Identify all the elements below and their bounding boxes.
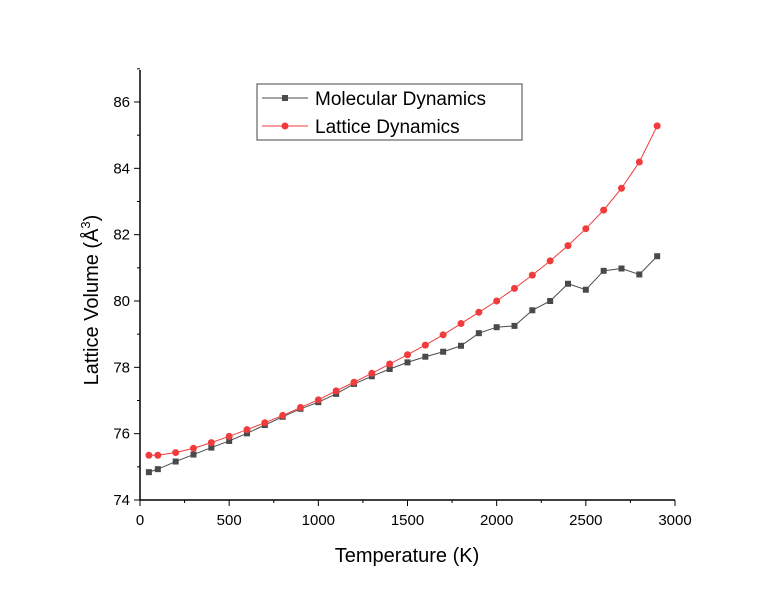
data-point [243, 426, 251, 434]
data-point [546, 257, 554, 265]
data-point [528, 271, 536, 279]
series-lattice-dynamics [145, 122, 661, 459]
legend-marker-md [282, 95, 288, 101]
x-tick-label: 1000 [302, 512, 335, 529]
x-axis-label: Temperature (K) [335, 545, 480, 567]
legend: Molecular Dynamics Lattice Dynamics [256, 83, 523, 141]
data-point [475, 330, 482, 337]
data-point [440, 348, 447, 355]
data-point [547, 298, 554, 304]
data-point [635, 158, 643, 166]
series-group [145, 122, 661, 476]
data-point [208, 444, 215, 451]
data-point [439, 331, 447, 339]
x-tick-label: 0 [136, 512, 144, 529]
y-tick-label: 78 [113, 359, 130, 376]
data-point [421, 341, 429, 349]
legend-label-ld: Lattice Dynamics [315, 117, 460, 138]
data-point [564, 242, 572, 250]
data-point [457, 320, 465, 328]
x-tick-label: 3000 [658, 512, 691, 529]
data-point [190, 444, 197, 452]
data-point [493, 297, 501, 305]
series-molecular-dynamics [145, 253, 661, 476]
data-point [529, 307, 536, 314]
data-point [314, 396, 322, 404]
data-point [172, 458, 179, 465]
data-point [618, 265, 625, 272]
data-point [386, 360, 394, 368]
data-point [511, 322, 518, 329]
data-point [618, 184, 625, 192]
data-point [261, 419, 269, 427]
data-point [368, 369, 376, 377]
x-tick-label: 1500 [391, 512, 424, 529]
x-tick-label: 2000 [480, 512, 513, 529]
y-tick-label: 80 [113, 293, 130, 310]
data-point [154, 466, 161, 473]
y-tick-label: 86 [113, 94, 130, 111]
y-tick-label: 82 [113, 227, 130, 244]
data-point [386, 365, 393, 372]
data-point [636, 271, 643, 278]
y-tick-label: 84 [113, 160, 130, 177]
y-tick-label: 76 [113, 426, 130, 443]
series-line [148, 125, 658, 456]
data-point [244, 430, 250, 437]
legend-marker-ld [281, 122, 289, 130]
data-point [600, 267, 607, 274]
data-point [154, 451, 162, 459]
data-point [653, 122, 661, 130]
data-point [145, 451, 153, 459]
data-point [404, 359, 411, 366]
legend-label-md: Molecular Dynamics [315, 89, 486, 110]
data-point [332, 387, 340, 395]
data-point [404, 351, 411, 359]
data-point [350, 378, 358, 386]
y-axis-label: Lattice Volume (Å3) [78, 215, 103, 386]
data-point [582, 286, 589, 293]
data-point [172, 449, 180, 457]
data-point [565, 280, 571, 287]
data-point [493, 324, 500, 331]
data-point [190, 451, 197, 458]
y-tick-label: 74 [113, 492, 130, 509]
data-point [279, 411, 287, 419]
data-point [226, 437, 233, 444]
data-point [145, 469, 152, 476]
data-point [225, 432, 233, 440]
series-line [148, 255, 658, 473]
data-point [422, 353, 429, 360]
data-point [600, 206, 608, 214]
axes: 0 500 1000 1500 2000 2500 3000 74 76 78 80 82 84 86 [113, 68, 692, 529]
data-point [582, 225, 590, 233]
data-point [207, 439, 215, 447]
x-tick-label: 2500 [569, 512, 602, 529]
data-point [654, 253, 661, 260]
data-point [475, 308, 483, 316]
data-point [511, 284, 518, 292]
legend-box [256, 83, 523, 141]
data-point [297, 403, 304, 411]
data-point [458, 342, 464, 349]
x-tick-label: 500 [217, 512, 242, 529]
